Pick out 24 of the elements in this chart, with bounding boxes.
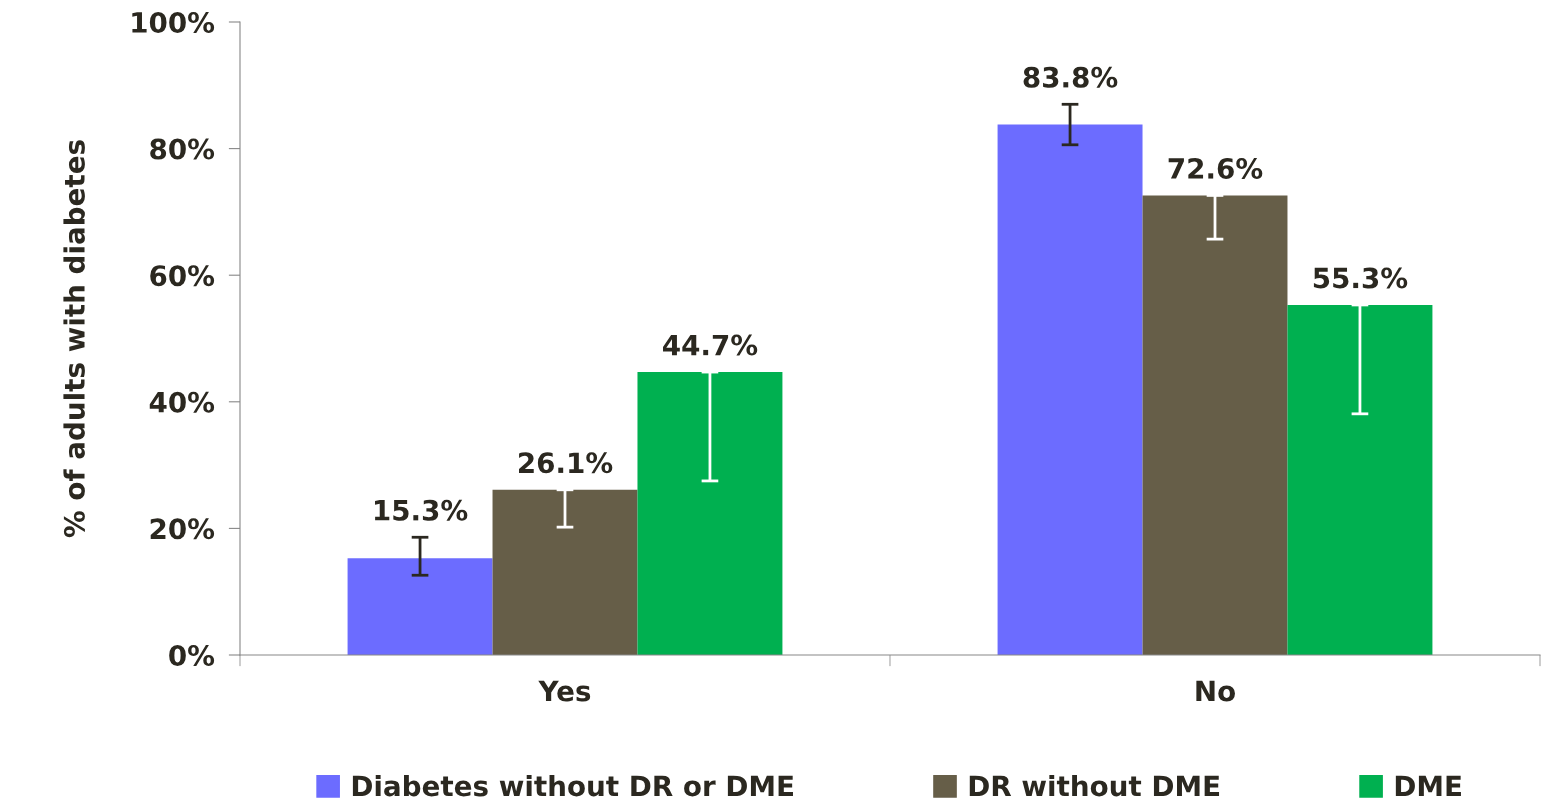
y-tick-label: 20% bbox=[150, 518, 215, 540]
y-tick-label: 0% bbox=[169, 644, 215, 666]
bar bbox=[637, 372, 783, 655]
y-tick-label: 60% bbox=[150, 265, 215, 287]
data-label: 83.8% bbox=[1023, 66, 1118, 88]
y-tick-label: 40% bbox=[149, 391, 215, 413]
bar bbox=[492, 489, 638, 655]
y-axis-title: % of adults with diabetes bbox=[63, 140, 85, 538]
bar bbox=[347, 558, 493, 655]
y-tick-label: 80% bbox=[150, 138, 215, 160]
legend-label: DR without DME bbox=[969, 774, 1220, 797]
data-label: 44.7% bbox=[663, 334, 758, 356]
bar bbox=[1287, 304, 1433, 655]
bar bbox=[1142, 195, 1288, 655]
legend-label: DME bbox=[1395, 775, 1461, 797]
bar bbox=[997, 124, 1143, 655]
data-label: 72.6% bbox=[1168, 157, 1263, 179]
data-label: 15.3% bbox=[375, 499, 468, 521]
legend-label: Diabetes without DR or DME bbox=[352, 774, 793, 797]
data-label: 26.1% bbox=[519, 452, 613, 474]
data-label: 55.3% bbox=[1313, 267, 1408, 289]
y-tick-label: 100% bbox=[132, 11, 215, 33]
x-tick-label: No bbox=[1196, 680, 1235, 702]
x-tick-label: Yes bbox=[538, 680, 591, 702]
